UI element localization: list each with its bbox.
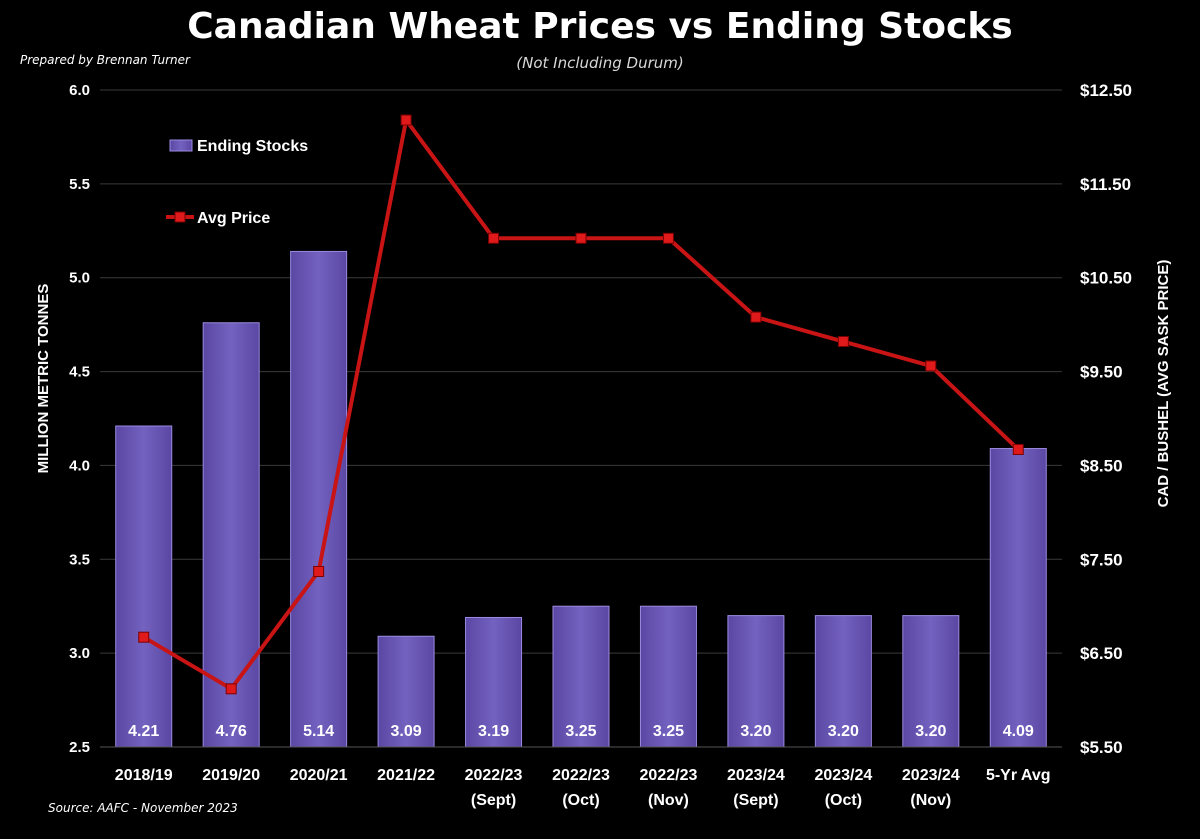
y2-tick-label: $11.50 (1080, 175, 1131, 194)
y2-tick-label: $8.50 (1080, 456, 1123, 475)
x-tick-label: 2023/24 (727, 767, 785, 784)
y-tick-label: 4.0 (69, 457, 90, 474)
bar (814, 615, 872, 748)
bar-value-label: 3.09 (391, 723, 422, 740)
price-marker (1012, 443, 1024, 455)
bar-value-label: 3.25 (653, 723, 684, 740)
bar (639, 605, 697, 748)
bar-value-label: 4.76 (216, 723, 247, 740)
y2-tick-label: $9.50 (1080, 363, 1123, 382)
price-marker (488, 232, 500, 244)
x-tick-label: (Sept) (471, 792, 516, 809)
x-tick-label: 2018/19 (115, 767, 173, 784)
bar-value-label: 3.25 (565, 723, 596, 740)
legend-label-ending-stocks: Ending Stocks (197, 138, 308, 155)
x-tick-label: 5-Yr Avg (986, 767, 1051, 784)
x-tick-label: (Nov) (910, 792, 951, 809)
axes: 2.5 3.0 3.5 4.0 4.5 5.0 5.5 6.0 $5.50 $6.50 $7.50 $… (35, 81, 1172, 809)
bar-value-label: 3.20 (828, 723, 859, 740)
y-tick-label: 6.0 (69, 82, 90, 99)
x-tick-label: (Oct) (825, 792, 862, 809)
y2-tick-label: $5.50 (1080, 738, 1123, 757)
chart-subtitle: (Not Including Durum) (516, 54, 684, 72)
line-avg-price (138, 114, 1024, 695)
bar-value-label: 4.09 (1003, 723, 1034, 740)
bar-value-label: 3.19 (478, 723, 509, 740)
x-tick-label: 2022/23 (640, 767, 698, 784)
x-tick-label: (Nov) (648, 792, 689, 809)
x-tick-label: 2023/24 (902, 767, 960, 784)
price-marker (750, 311, 762, 323)
legend-swatch-ending-stocks (169, 139, 193, 152)
y-tick-label: 3.0 (69, 645, 90, 662)
bar-value-label: 5.14 (303, 723, 334, 740)
x-tick-label: 2019/20 (202, 767, 260, 784)
bar-value-label: 4.21 (128, 723, 159, 740)
y-tick-label: 3.5 (69, 551, 90, 568)
prepared-by-note: Prepared by Brennan Turner (20, 53, 190, 67)
legend-label-avg-price: Avg Price (197, 210, 270, 227)
x-tick-label: 2022/23 (552, 767, 610, 784)
price-marker (662, 232, 674, 244)
chart-title: Canadian Wheat Prices vs Ending Stocks (187, 6, 1013, 47)
y2-axis-label: CAD / BUSHEL (AVG SASK PRICE) (1155, 260, 1172, 508)
bars-ending-stocks: 4.21 4.76 5.14 3.09 3.19 3.25 3.25 3.20 3.20 3.20… (115, 250, 1047, 748)
y-tick-label: 2.5 (69, 739, 90, 756)
price-marker (138, 631, 150, 643)
price-marker (575, 232, 587, 244)
y2-tick-label: $6.50 (1080, 644, 1123, 663)
y-axis-label: MILLION METRIC TONNES (35, 284, 52, 474)
price-marker (925, 360, 937, 372)
bar (727, 615, 785, 748)
y2-tick-label: $12.50 (1080, 81, 1132, 100)
legend-marker-avg-price (174, 211, 186, 223)
price-marker (400, 114, 412, 126)
bar (290, 250, 348, 748)
y2-tick-label: $7.50 (1080, 550, 1123, 569)
x-tick-label: 2020/21 (290, 767, 348, 784)
price-marker (225, 683, 237, 695)
source-note: Source: AAFC - November 2023 (48, 801, 238, 815)
x-tick-label: 2023/24 (814, 767, 872, 784)
bar (115, 425, 173, 748)
y-tick-label: 5.5 (69, 176, 90, 193)
x-tick-label: 2022/23 (465, 767, 523, 784)
x-tick-label: (Oct) (562, 792, 599, 809)
y-tick-label: 4.5 (69, 364, 90, 381)
price-marker (837, 336, 849, 348)
x-tick-label: 2021/22 (377, 767, 435, 784)
bar (552, 605, 610, 748)
y-tick-label: 5.0 (69, 270, 90, 287)
bar-value-label: 3.20 (740, 723, 771, 740)
price-line (142, 118, 1020, 691)
x-tick-label: (Sept) (733, 792, 778, 809)
price-marker (313, 565, 325, 577)
bar (989, 448, 1047, 748)
y2-tick-label: $10.50 (1080, 269, 1132, 288)
bar-value-label: 3.20 (915, 723, 946, 740)
legend: Ending Stocks Avg Price (166, 138, 308, 227)
